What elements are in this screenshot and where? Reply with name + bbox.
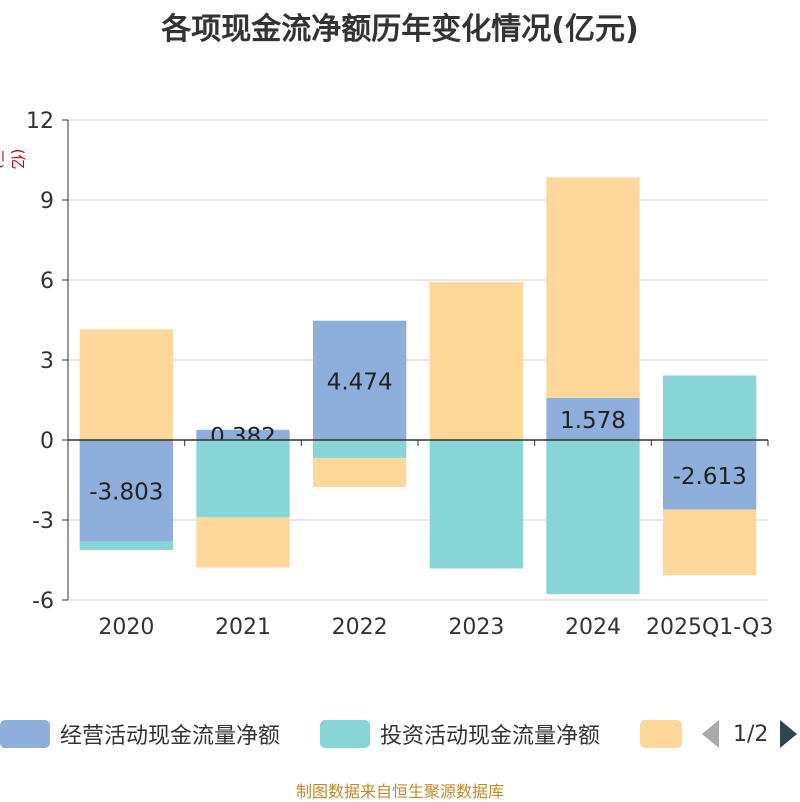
legend-prev-page-icon[interactable] xyxy=(702,720,719,748)
x-tick-label: 2022 xyxy=(332,615,388,640)
bar-segment-s1-2025Q1-Q3 xyxy=(663,375,757,440)
data-label: 4.474 xyxy=(327,369,393,395)
bar-segment-s1-2020 xyxy=(79,541,173,550)
data-label: -2.613 xyxy=(673,464,747,490)
bar-segment-s2-2021 xyxy=(196,517,290,568)
legend: 经营活动现金流量净额 投资活动现金流量净额 1/2 xyxy=(0,716,800,752)
legend-item-financing[interactable] xyxy=(640,716,682,752)
legend-swatch-investing xyxy=(320,720,370,748)
bar-segment-s2-2022 xyxy=(313,458,407,487)
legend-label-investing: 投资活动现金流量净额 xyxy=(380,724,601,749)
data-label: -3.803 xyxy=(89,480,163,506)
y-tick-label: -3 xyxy=(32,509,54,534)
x-tick-label: 2020 xyxy=(98,615,154,640)
bar-segment-s0-2021 xyxy=(196,429,290,440)
legend-page-indicator: 1/2 xyxy=(733,721,769,747)
y-tick-label: 12 xyxy=(26,109,54,134)
bar-segment-s2-2023 xyxy=(429,282,523,440)
data-source-note: 制图数据来自恒生聚源数据库 xyxy=(295,782,504,801)
bar-segment-s2-2025Q1-Q3 xyxy=(663,509,757,576)
legend-swatch-financing xyxy=(640,720,682,748)
stacked-bar-chart: 129630-3-6-3.8030.3824.4741.578-2.613202… xyxy=(26,109,773,640)
legend-item-investing[interactable]: 投资活动现金流量净额 xyxy=(320,716,600,752)
y-tick-label: 9 xyxy=(40,189,54,214)
bar-segment-s0-2020 xyxy=(79,440,173,542)
y-tick-label: 0 xyxy=(40,429,54,454)
legend-next-page-icon[interactable] xyxy=(780,720,798,748)
bar-segment-s2-2020 xyxy=(79,329,173,440)
legend-pager: 1/2 xyxy=(702,716,798,752)
x-tick-label: 2021 xyxy=(215,615,271,640)
bar-segment-s0-2024 xyxy=(546,397,640,440)
y-tick-label: 6 xyxy=(40,269,54,294)
legend-swatch-operating xyxy=(0,720,50,748)
data-label: 1.578 xyxy=(560,408,626,434)
bar-segment-s2-2024 xyxy=(546,177,640,398)
legend-item-operating[interactable]: 经营活动现金流量净额 xyxy=(0,716,280,752)
bar-segment-s1-2022 xyxy=(313,440,407,459)
x-tick-label: 2024 xyxy=(565,615,621,640)
x-tick-label: 2025Q1-Q3 xyxy=(646,615,773,640)
legend-label-operating: 经营活动现金流量净额 xyxy=(60,724,281,749)
y-tick-label: -6 xyxy=(32,589,54,614)
bar-segment-s0-2022 xyxy=(313,320,407,440)
bar-segment-s0-2025Q1-Q3 xyxy=(663,440,757,510)
x-tick-label: 2023 xyxy=(448,615,504,640)
bar-segment-s1-2023 xyxy=(429,440,523,569)
bar-segment-s1-2024 xyxy=(546,440,640,595)
chart-title: 各项现金流净额历年变化情况(亿元) xyxy=(161,12,639,47)
y-tick-label: 3 xyxy=(40,349,54,374)
bar-segment-s1-2021 xyxy=(196,440,290,518)
